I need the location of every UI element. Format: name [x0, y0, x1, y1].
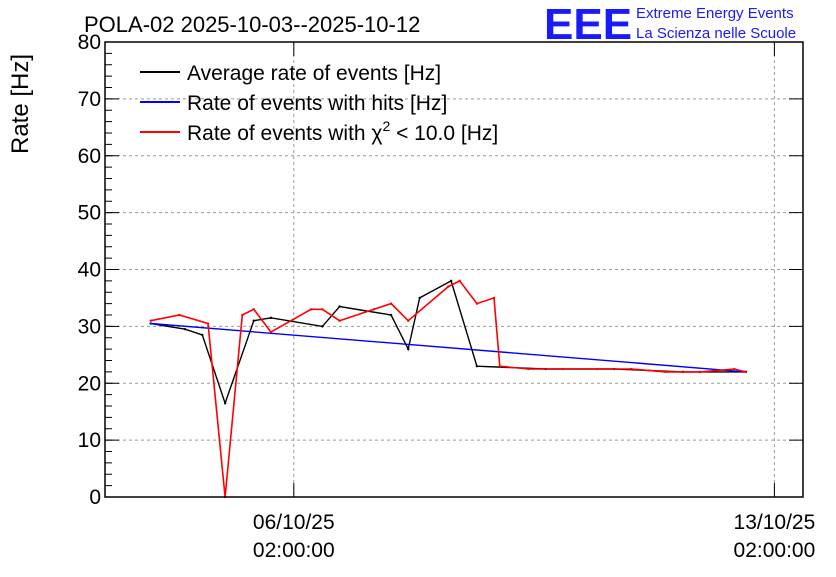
series-3-point	[407, 319, 410, 322]
series-3-point	[492, 296, 496, 300]
series-3-point	[733, 367, 736, 371]
series-3-point	[664, 370, 667, 374]
series-3-point	[595, 367, 599, 371]
series-1-point	[321, 325, 324, 328]
series-1-point	[475, 364, 479, 368]
series-3-point	[321, 308, 324, 311]
y-ticks: 0 10 20 30 40 50 60 70 80	[78, 31, 803, 509]
y-tick-label: 70	[78, 88, 101, 111]
legend-label-3: Rate of events with χ2 < 10.0 [Hz]	[187, 118, 498, 145]
series-3-point	[241, 313, 244, 317]
y-axis-label: Rate [Hz]	[7, 54, 34, 154]
series-3-point	[149, 319, 152, 322]
series-3-point	[372, 308, 376, 311]
series-3-point	[561, 367, 564, 371]
series-3-point	[269, 330, 273, 334]
series-layer	[149, 279, 747, 499]
y-tick-label: 40	[78, 259, 101, 282]
series-1-point	[269, 316, 273, 320]
series-3-point	[252, 308, 255, 311]
eee-logo: EEE Extreme Energy Events La Scienza nel…	[544, 0, 796, 49]
series-3-point	[498, 364, 501, 368]
series-2-point	[149, 322, 152, 325]
series-line-3	[150, 279, 746, 498]
y-tick-label: 80	[78, 31, 101, 54]
grid-lines	[105, 42, 803, 497]
series-3-point	[698, 370, 702, 374]
y-tick-label: 60	[78, 145, 101, 168]
series-3-point	[744, 370, 747, 374]
legend-label-2: Rate of events with hits [Hz]	[187, 92, 447, 115]
series-3-point	[475, 302, 479, 305]
series-line-2	[150, 322, 746, 373]
x-tick-label-date: 06/10/25	[253, 511, 335, 534]
series-1-point	[449, 279, 453, 283]
series-3-point	[389, 302, 393, 305]
eee-logo-mark: EEE	[544, 0, 632, 49]
series-1-point	[389, 313, 393, 317]
series-3-point	[338, 319, 341, 322]
series-1-point	[418, 296, 421, 300]
series-1-point	[338, 305, 341, 308]
legend: Average rate of events [Hz] Rate of event…	[140, 62, 498, 145]
chart-title: POLA-02 2025-10-03--2025-10-12	[84, 12, 420, 37]
series-3-point	[458, 279, 461, 283]
series-3-point	[527, 367, 530, 371]
eee-logo-line1: Extreme Energy Events	[636, 5, 794, 22]
y-tick-label: 10	[78, 429, 101, 452]
y-tick-label: 30	[78, 315, 101, 338]
series-1-point	[252, 319, 255, 322]
series-1-point	[201, 333, 204, 337]
y-tick-label: 0	[89, 486, 101, 509]
series-3-point	[178, 313, 181, 317]
x-tick-label-time: 02:00:00	[253, 539, 335, 562]
series-3-point	[447, 285, 450, 288]
y-tick-label: 50	[78, 202, 101, 225]
eee-logo-line2: La Scienza nelle Scuole	[636, 25, 796, 42]
series-1-point	[183, 328, 187, 331]
y-tick-label: 20	[78, 372, 101, 395]
legend-label-1: Average rate of events [Hz]	[187, 62, 441, 85]
x-tick-label-date: 13/10/25	[734, 511, 816, 534]
series-3-point	[309, 308, 313, 311]
series-3-point	[630, 367, 633, 371]
series-1-point	[407, 347, 410, 351]
x-tick-label-time: 02:00:00	[734, 539, 816, 562]
x-ticks: 06/10/25 02:00:00 13/10/25 02:00:00	[253, 42, 815, 562]
series-1-point	[223, 401, 227, 405]
series-3-point	[206, 322, 210, 325]
